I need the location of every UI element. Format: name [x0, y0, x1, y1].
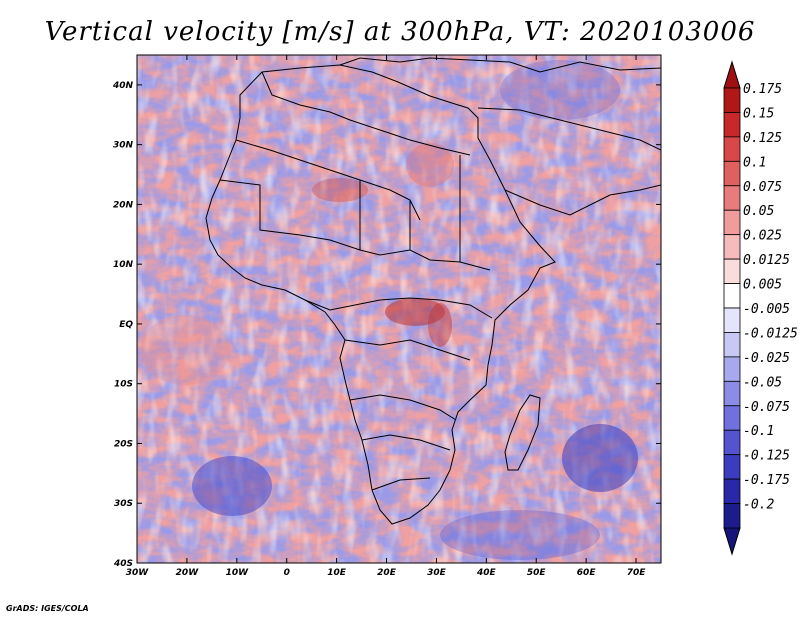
colorbar-level-label: -0.175 — [743, 473, 790, 488]
colorbar-swatch — [723, 160, 741, 187]
colorbar-level-label: 0.15 — [743, 106, 774, 121]
lon-tick-label: 30E — [427, 568, 447, 578]
lat-tick-label: 40N — [112, 81, 134, 91]
colorbar-level-label: 0.075 — [743, 180, 782, 195]
lon-tick-label: 40E — [476, 568, 497, 578]
colorbar-swatch — [723, 112, 741, 138]
grads-credit: GrADS: IGES/COLA — [6, 604, 89, 613]
colorbar-level-label: -0.05 — [743, 375, 782, 390]
colorbar-swatch — [723, 234, 741, 260]
colorbar-level-label: 0.005 — [743, 278, 782, 293]
colorbar-level-label: -0.0125 — [743, 326, 798, 341]
colorbar-level-label: -0.2 — [743, 498, 774, 513]
colorbar-swatch — [723, 209, 741, 236]
lon-tick-label: 10W — [226, 568, 250, 578]
velocity-field — [137, 55, 661, 563]
lon-tick-label: 20W — [176, 568, 200, 578]
lat-tick-label: 20S — [114, 439, 133, 449]
lat-axis: 40N 30N 20N 10N EQ 10S 20S 30S 40S — [112, 81, 661, 569]
lon-tick-label: 70E — [627, 568, 647, 578]
colorbar-level-label: -0.005 — [743, 302, 790, 317]
lon-tick-label: 30W — [126, 568, 150, 578]
colorbar-level-label: -0.125 — [743, 449, 790, 464]
lat-tick-label: 30S — [114, 499, 133, 509]
lat-tick-label: 20N — [113, 200, 134, 210]
colorbar-swatch — [723, 503, 741, 529]
colorbar-swatch — [723, 258, 741, 284]
colorbar-level-label: 0.0125 — [743, 253, 790, 268]
lon-tick-label: 60E — [577, 568, 597, 578]
colorbar-swatch — [723, 429, 741, 456]
colorbar-swatch — [723, 478, 741, 504]
colorbar-bottom-arrow — [723, 527, 741, 556]
colorbar-swatch — [723, 454, 741, 480]
colorbar-swatch — [723, 185, 741, 211]
colorbar-swatch — [723, 332, 741, 358]
coastlines — [205, 57, 661, 525]
colorbar-level-label: -0.025 — [743, 351, 790, 366]
lat-tick-label: 40S — [113, 559, 133, 569]
lon-tick-label: 0 — [284, 568, 290, 578]
colorbar-top-arrow — [723, 60, 741, 89]
plot-frame — [136, 54, 662, 564]
colorbar-level-label: 0.1 — [743, 155, 766, 170]
colorbar-level-label: 0.125 — [743, 131, 782, 146]
lon-tick-label: 10E — [327, 568, 347, 578]
lon-tick-label: 50E — [527, 568, 547, 578]
lat-tick-label: 10N — [113, 260, 134, 270]
colorbar-level-label: -0.1 — [743, 424, 774, 439]
lat-tick-label: EQ — [119, 320, 133, 330]
colorbar-swatch — [723, 136, 741, 162]
lat-tick-label: 30N — [113, 141, 134, 151]
lat-tick-label: 10S — [114, 380, 133, 390]
colorbar-swatch — [723, 87, 741, 113]
colorbar-level-label: 0.175 — [743, 82, 782, 97]
colorbar-swatch — [723, 307, 741, 333]
colorbar-swatch — [723, 405, 741, 431]
chart-title: Vertical velocity [m/s] at 300hPa, VT: 2… — [45, 17, 756, 47]
colorbar-swatch — [723, 380, 741, 407]
colorbar-level-label: 0.05 — [743, 204, 774, 219]
colorbar-swatch — [723, 356, 741, 382]
colorbar-level-label: 0.025 — [743, 229, 782, 244]
lon-axis: 30W 20W 10W 0 10E 20E 30E 40E 50E 60E 70E — [126, 55, 646, 578]
colorbar-level-label: -0.075 — [743, 400, 790, 415]
lon-tick-label: 20E — [377, 568, 397, 578]
colorbar-swatch — [723, 283, 741, 309]
colorbar: 0.175 0.15 0.125 0.1 0.075 0.05 0.025 0.0125 0.0… — [723, 60, 798, 556]
